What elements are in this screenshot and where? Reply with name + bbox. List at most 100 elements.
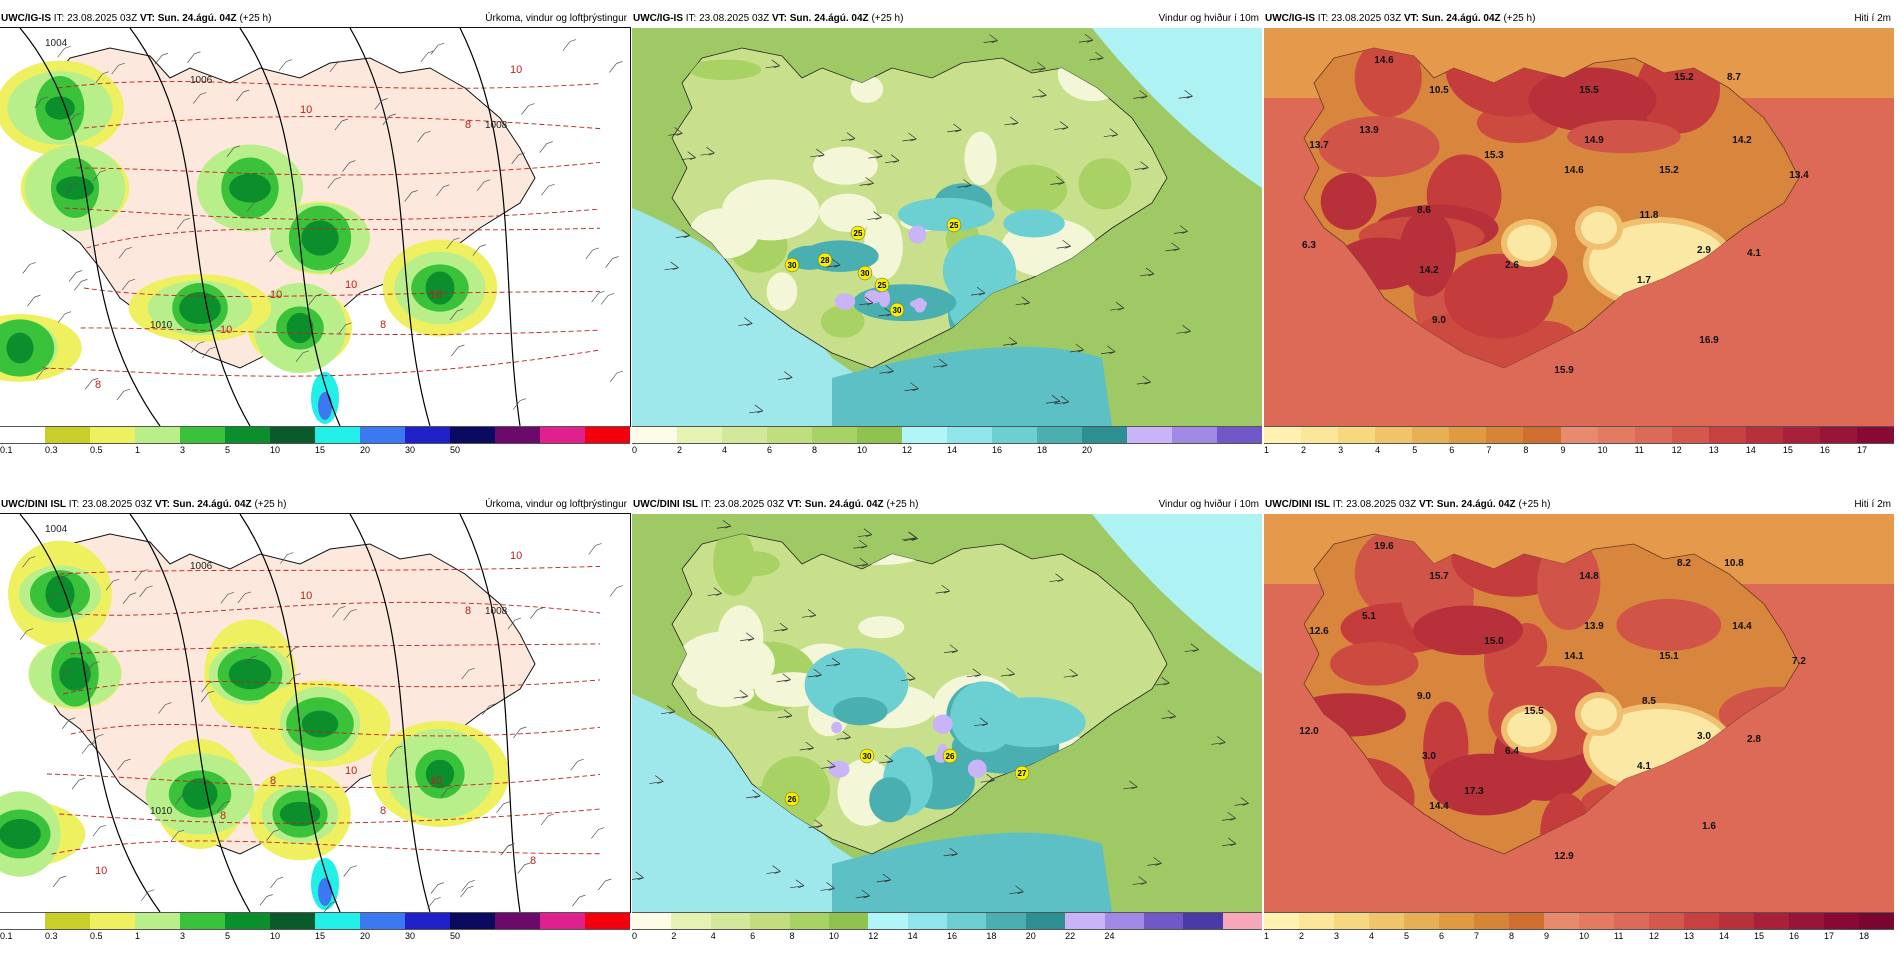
temperature-value-label: 4.1	[1637, 761, 1651, 772]
wind-barb	[287, 673, 301, 685]
color-scale-swatch	[45, 913, 90, 929]
wind-arrow	[1234, 797, 1249, 806]
wind-barb	[269, 250, 283, 262]
gust-marker	[889, 302, 905, 318]
temperature-value-label: 12.9	[1554, 851, 1574, 862]
color-scale-tick-label: 16	[947, 931, 958, 941]
wind-arrow	[836, 731, 851, 740]
temperature-value-label: 15.2	[1674, 72, 1694, 83]
panel-header: UWC/DINI ISL IT: 23.08.2025 03Z VT: Sun.…	[1264, 496, 1894, 514]
wind-barb	[588, 543, 602, 555]
temperature-value-label: 5.1	[1362, 611, 1376, 622]
color-scale-swatch	[789, 913, 829, 929]
wind-barb	[500, 843, 514, 856]
isobar-label: 1010	[150, 806, 173, 817]
temperature-value-label: 13.7	[1309, 140, 1329, 151]
color-scale-tick-label: 10	[828, 931, 839, 941]
color-scale-tick-label: 7	[1474, 931, 1480, 941]
temperature-value-label: 14.2	[1732, 135, 1752, 146]
panel-temp-top: UWC/IG-IS IT: 23.08.2025 03Z VT: Sun. 24…	[1264, 10, 1895, 480]
temperature-line-label: 10	[430, 775, 442, 787]
temperature-value-label: 2.6	[1505, 260, 1519, 271]
color-scale-tick-label: 18	[986, 931, 997, 941]
wind-arrow	[821, 760, 836, 769]
temperature-line-label: 10	[95, 865, 107, 877]
map-temp[interactable]: 19.6 15.7 14.8 8.2 10.8 12.6 5.1 15.0 13.9 14.4 14…	[1264, 514, 1894, 912]
color-scale-tick-label: 6	[767, 445, 773, 455]
wind-barb	[461, 667, 475, 680]
color-scale-tick-label: 18	[1859, 931, 1870, 941]
color-scale-tick-label: 50	[450, 445, 461, 455]
color-scale-swatch	[1523, 427, 1561, 443]
map-wind[interactable]: 30 26 27 26	[632, 514, 1262, 912]
color-scale-swatch	[1560, 427, 1598, 443]
color-scale-tick-label: 7	[1486, 445, 1492, 455]
wind-arrow	[966, 668, 982, 678]
color-scale-swatch	[1597, 427, 1635, 443]
temperature-value-label: 7.2	[1792, 656, 1806, 667]
wind-barb	[286, 646, 300, 658]
gust-marker	[942, 748, 958, 764]
panel-title: Úrkoma, vindur og loftþrýstingur	[485, 499, 627, 510]
color-scale-ticks: 0 2 4 6 8 10 12 14 16 18 20	[632, 444, 1262, 458]
wind-arrow	[808, 819, 823, 828]
warm-area	[1429, 753, 1541, 816]
wind-arrow	[740, 632, 755, 642]
valid-time-value: Sun. 24.ágú. 04Z	[157, 13, 237, 24]
color-scale-swatch	[992, 427, 1037, 443]
color-scale-swatch	[677, 427, 722, 443]
warm-area	[1413, 605, 1523, 656]
wind-arrow	[1178, 89, 1193, 99]
temperature-value-label: 8.5	[1642, 696, 1656, 707]
isobar	[459, 28, 521, 426]
wind-barb	[191, 341, 205, 353]
wind-arrow	[668, 127, 683, 136]
color-scale-swatch	[360, 427, 405, 443]
color-scale-swatch	[1183, 913, 1223, 929]
map-temp[interactable]: 14.6 10.5 15.5 15.2 8.7 13.7 13.9 15.3 14.9 14.2 1…	[1264, 28, 1894, 426]
calm-area	[730, 551, 780, 577]
wind-barb	[420, 50, 435, 63]
color-scale-swatch	[495, 427, 540, 443]
windy-area	[869, 777, 912, 823]
isobar	[349, 514, 431, 912]
wind-barb	[62, 717, 76, 729]
color-scale-swatch	[868, 913, 908, 929]
wind-barb	[609, 370, 624, 383]
temperature-value-label: 4.1	[1747, 248, 1761, 259]
wind-barb	[530, 607, 544, 619]
wind-arrow	[868, 149, 883, 159]
init-time-value: 23.08.2025 03Z	[67, 13, 138, 24]
wind-arrow	[1054, 395, 1070, 405]
init-time-value: 23.08.2025 03Z	[1331, 13, 1402, 24]
wind-barb	[374, 98, 388, 110]
temperature-value-label: 15.5	[1579, 85, 1599, 96]
map-wind[interactable]: 25 28 30 25 30 30 25	[632, 28, 1262, 426]
wind-arrow	[840, 132, 856, 142]
wind-arrow	[716, 519, 732, 529]
wind-arrow	[983, 34, 998, 43]
temperature-value-label: 12.0	[1299, 726, 1319, 737]
wind-arrow	[748, 404, 764, 414]
color-scale-swatch	[1404, 913, 1439, 929]
color-scale-tick-label: 1	[135, 445, 141, 455]
wind-barb	[67, 112, 81, 125]
calm-area	[858, 616, 905, 639]
temperature-contour	[51, 840, 601, 855]
color-scale-tick-label: 15	[1754, 931, 1765, 941]
map-precip[interactable]: 1004 1006 1008 1010 10 10 10 8 8 10 10 8 8 8	[0, 513, 631, 913]
map-precip[interactable]: 1004 1006 1008 1010 10 10 8 8 10 10 10 10 8	[0, 27, 631, 427]
wind-barb	[57, 311, 72, 323]
lead-time: (+25 h)	[1518, 499, 1551, 510]
wind-barb	[600, 293, 615, 305]
wind-arrow	[1133, 90, 1148, 99]
color-scale-tick-label: 12	[902, 445, 913, 455]
wind-barb	[90, 733, 104, 746]
wind-barb	[22, 262, 36, 274]
gust-marker	[874, 277, 890, 293]
wind-barb	[118, 246, 132, 259]
wind-barb	[460, 885, 474, 898]
wind-arrow	[738, 317, 753, 326]
temperature-line-label: 10	[345, 279, 357, 291]
color-scale-swatch	[1745, 427, 1783, 443]
